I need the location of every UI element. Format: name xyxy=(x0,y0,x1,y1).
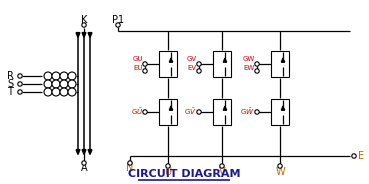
Polygon shape xyxy=(88,150,92,155)
Bar xyxy=(159,51,177,77)
Polygon shape xyxy=(223,58,227,62)
Polygon shape xyxy=(76,150,80,155)
Circle shape xyxy=(197,62,201,66)
Polygon shape xyxy=(281,106,284,110)
Text: G$\bar{W}$: G$\bar{W}$ xyxy=(241,107,255,117)
Circle shape xyxy=(44,72,52,80)
Circle shape xyxy=(44,80,52,88)
Polygon shape xyxy=(88,33,92,38)
Bar xyxy=(271,99,289,125)
Circle shape xyxy=(220,164,224,168)
Circle shape xyxy=(52,80,60,88)
Polygon shape xyxy=(223,106,227,110)
Text: GW: GW xyxy=(243,56,255,62)
Text: EW: EW xyxy=(244,65,255,71)
Circle shape xyxy=(18,90,22,94)
Text: R: R xyxy=(7,71,13,81)
Text: E: E xyxy=(358,151,364,161)
Text: EU: EU xyxy=(134,65,143,71)
Circle shape xyxy=(255,69,259,73)
Circle shape xyxy=(82,161,86,165)
Polygon shape xyxy=(76,33,80,38)
Bar xyxy=(213,99,231,125)
Text: CIRCUIT DIAGRAM: CIRCUIT DIAGRAM xyxy=(128,169,240,179)
Polygon shape xyxy=(82,150,86,155)
Circle shape xyxy=(128,161,132,165)
Circle shape xyxy=(255,110,259,114)
Circle shape xyxy=(116,23,120,27)
Circle shape xyxy=(60,88,68,96)
Text: G$\bar{V}$: G$\bar{V}$ xyxy=(184,107,197,117)
Circle shape xyxy=(352,154,356,158)
Text: S: S xyxy=(7,79,13,89)
Text: GU: GU xyxy=(132,56,143,62)
Circle shape xyxy=(255,62,259,66)
Text: V: V xyxy=(219,167,225,177)
Polygon shape xyxy=(82,33,86,38)
Circle shape xyxy=(60,72,68,80)
Circle shape xyxy=(68,72,76,80)
Bar xyxy=(271,51,289,77)
Circle shape xyxy=(143,62,147,66)
Circle shape xyxy=(278,164,282,168)
Polygon shape xyxy=(281,58,284,62)
Text: G$\bar{U}$: G$\bar{U}$ xyxy=(131,107,143,117)
Circle shape xyxy=(166,164,170,168)
Circle shape xyxy=(44,88,52,96)
Circle shape xyxy=(68,88,76,96)
Circle shape xyxy=(143,69,147,73)
Circle shape xyxy=(197,110,201,114)
Text: W: W xyxy=(275,167,285,177)
Circle shape xyxy=(143,110,147,114)
Text: EV: EV xyxy=(188,65,197,71)
Circle shape xyxy=(197,69,201,73)
Circle shape xyxy=(18,82,22,86)
Circle shape xyxy=(52,72,60,80)
Text: N: N xyxy=(126,163,134,173)
Circle shape xyxy=(82,23,86,27)
Circle shape xyxy=(18,74,22,78)
Text: K: K xyxy=(81,15,87,25)
Text: A: A xyxy=(81,163,87,173)
Bar xyxy=(159,99,177,125)
Polygon shape xyxy=(169,58,173,62)
Text: P1: P1 xyxy=(112,15,124,25)
Circle shape xyxy=(60,80,68,88)
Circle shape xyxy=(68,80,76,88)
Text: T: T xyxy=(7,87,13,97)
Polygon shape xyxy=(169,106,173,110)
Text: U: U xyxy=(165,167,172,177)
Text: GV: GV xyxy=(187,56,197,62)
Circle shape xyxy=(52,88,60,96)
Bar xyxy=(213,51,231,77)
